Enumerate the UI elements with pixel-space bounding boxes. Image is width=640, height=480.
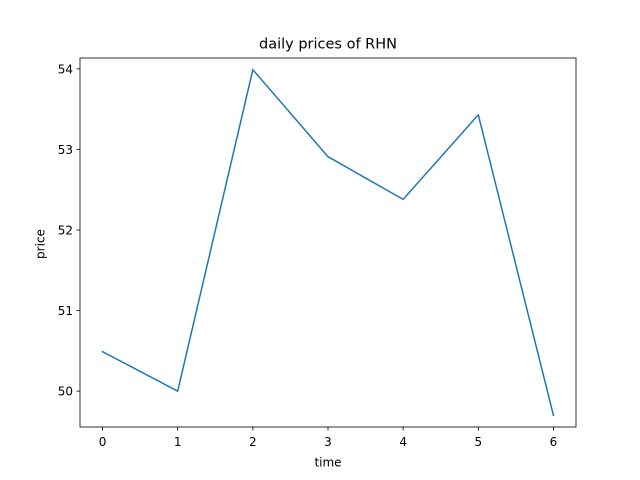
- x-tick-label: 3: [324, 435, 332, 449]
- chart-title: daily prices of RHN: [259, 37, 397, 53]
- x-tick-label: 4: [399, 435, 407, 449]
- x-tick-label: 5: [474, 435, 482, 449]
- x-tick-label: 1: [174, 435, 182, 449]
- y-tick-label: 51: [58, 304, 73, 318]
- y-tick-label: 52: [58, 224, 73, 238]
- y-tick-label: 54: [58, 62, 73, 76]
- x-axis-label: time: [314, 456, 341, 470]
- price-series-line: [101, 68, 555, 417]
- y-axis-ticks: 50 51 52 53 54: [58, 62, 80, 399]
- x-tick-label: 0: [99, 435, 107, 449]
- x-tick-label: 2: [249, 435, 257, 449]
- y-tick-label: 53: [58, 143, 73, 157]
- y-axis-label: price: [34, 229, 48, 259]
- x-tick-label: 6: [550, 435, 558, 449]
- y-tick-label: 50: [58, 385, 73, 399]
- plot-area-frame: [79, 57, 577, 428]
- x-axis-ticks: 0 1 2 3 4 5 6: [99, 427, 558, 449]
